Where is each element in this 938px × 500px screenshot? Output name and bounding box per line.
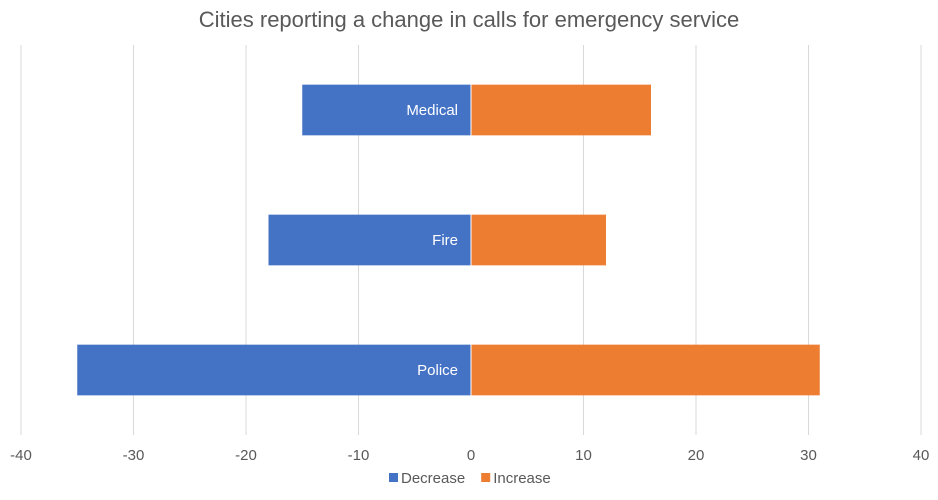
category-labels: Medical Fire Police — [406, 102, 458, 379]
bar-decrease-police — [77, 344, 471, 396]
bar-increase-police — [471, 344, 820, 396]
x-tick-label: -40 — [10, 447, 32, 464]
x-tick-label: 10 — [575, 447, 592, 464]
x-tick-label: 20 — [688, 447, 705, 464]
legend-swatch-decrease — [389, 473, 398, 482]
legend-swatch-increase — [481, 473, 491, 482]
x-tick-label: -10 — [348, 447, 370, 464]
x-tick-label: 0 — [467, 447, 475, 464]
legend-label-increase: Increase — [493, 470, 551, 487]
legend: Decrease Increase — [389, 470, 551, 487]
bars — [77, 45, 820, 435]
x-tick-label: -30 — [123, 447, 145, 464]
x-tick-label: 30 — [800, 447, 817, 464]
x-axis-tick-labels: -40 -30 -20 -10 0 10 20 30 40 — [10, 447, 929, 464]
x-tick-label: -20 — [235, 447, 257, 464]
category-label: Police — [417, 362, 458, 379]
bar-decrease-fire — [268, 214, 471, 266]
chart-title: Cities reporting a change in calls for e… — [199, 7, 739, 32]
category-label: Medical — [406, 102, 458, 119]
legend-label-decrease: Decrease — [401, 470, 465, 487]
bar-decrease-medical — [302, 84, 471, 136]
bar-increase-fire — [471, 214, 606, 266]
category-label: Fire — [432, 232, 458, 249]
bar-increase-medical — [471, 84, 651, 136]
x-tick-label: 40 — [913, 447, 930, 464]
